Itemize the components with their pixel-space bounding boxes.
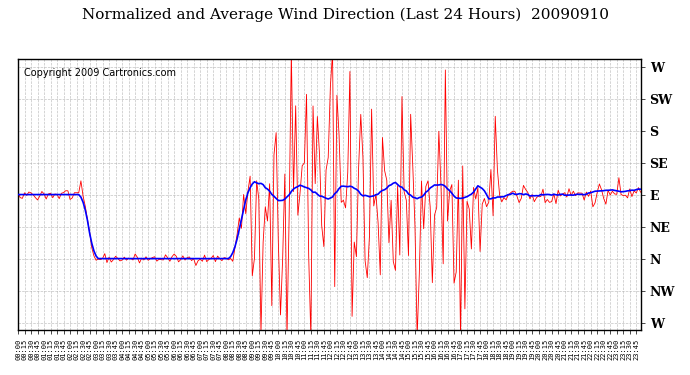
Text: Normalized and Average Wind Direction (Last 24 Hours)  20090910: Normalized and Average Wind Direction (L… xyxy=(81,8,609,22)
Text: Copyright 2009 Cartronics.com: Copyright 2009 Cartronics.com xyxy=(24,68,176,78)
